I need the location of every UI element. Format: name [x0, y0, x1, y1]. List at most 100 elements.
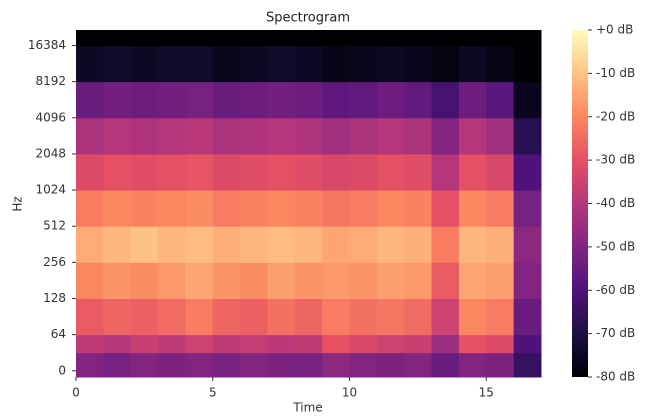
heatmap-cell	[404, 262, 433, 299]
heatmap-cell	[486, 352, 515, 378]
colorbar-tick-label: +0 dB	[596, 23, 633, 37]
heatmap-cell	[267, 30, 296, 46]
colorbar-tick-label: -10 dB	[596, 66, 635, 80]
heatmap-cell	[513, 117, 542, 155]
heatmap-cell	[267, 45, 296, 83]
heatmap-cell	[103, 262, 132, 299]
heatmap-cell	[185, 298, 214, 336]
heatmap-cell	[486, 153, 515, 191]
heatmap-cell	[322, 334, 351, 354]
heatmap-cell	[376, 226, 405, 263]
heatmap-cell	[185, 190, 214, 227]
heatmap-cell	[322, 45, 351, 83]
heatmap-cell	[103, 190, 132, 227]
heatmap-cell	[349, 153, 378, 191]
heatmap-cell	[103, 226, 132, 263]
heatmap-cell	[486, 30, 515, 46]
y-tick-label: 64	[51, 327, 66, 341]
heatmap-cell	[267, 153, 296, 191]
x-tick-label: 15	[479, 386, 494, 400]
heatmap-cell	[458, 81, 487, 119]
heatmap-cell	[404, 153, 433, 191]
heatmap-cell	[212, 190, 241, 227]
heatmap-cell	[158, 117, 186, 155]
heatmap-cell	[458, 190, 487, 227]
heatmap-cell	[376, 262, 405, 299]
heatmap-cell	[322, 352, 351, 378]
heatmap-cell	[513, 298, 542, 336]
heatmap-cell	[212, 117, 241, 155]
heatmap-cell	[240, 81, 268, 119]
heatmap-cell	[240, 334, 268, 354]
heatmap-cell	[322, 30, 351, 46]
heatmap-cell	[103, 298, 132, 336]
y-tick-label: 16384	[28, 38, 66, 52]
heatmap-cell	[240, 190, 268, 227]
heatmap-cell	[103, 81, 132, 119]
heatmap-cell	[404, 81, 433, 119]
heatmap-cell	[404, 352, 433, 378]
heatmap-cell	[158, 352, 186, 378]
heatmap-cell	[267, 81, 296, 119]
heatmap-cell	[294, 45, 323, 83]
x-tick-label: 10	[342, 386, 357, 400]
heatmap-cell	[212, 262, 241, 299]
heatmap-cell	[431, 226, 460, 263]
heatmap-cell	[130, 117, 159, 155]
heatmap-cell	[76, 45, 104, 83]
colorbar-tick-label: -80 dB	[596, 370, 635, 384]
heatmap-cell	[458, 117, 487, 155]
heatmap-cell	[376, 81, 405, 119]
heatmap-cell	[404, 226, 433, 263]
heatmap-cell	[103, 334, 132, 354]
heatmap-cell	[158, 190, 186, 227]
colorbar-tick-label: -50 dB	[596, 239, 635, 253]
heatmap-cell	[322, 298, 351, 336]
heatmap-cell	[349, 81, 378, 119]
y-tick-label: 2048	[35, 146, 66, 160]
heatmap-cell	[294, 81, 323, 119]
heatmap-cell	[158, 262, 186, 299]
heatmap-cell	[486, 190, 515, 227]
heatmap-cell	[130, 153, 159, 191]
x-tick-label: 5	[209, 386, 217, 400]
heatmap-cell	[513, 30, 542, 46]
y-tick-label: 4096	[35, 110, 66, 124]
heatmap-cell	[404, 117, 433, 155]
heatmap-cell	[513, 352, 542, 378]
heatmap-cell	[267, 262, 296, 299]
heatmap-cell	[486, 81, 515, 119]
heatmap-cell	[158, 45, 186, 83]
heatmap-cell	[513, 190, 542, 227]
heatmap-cell	[431, 45, 460, 83]
heatmap-cell	[349, 262, 378, 299]
heatmap-cell	[240, 117, 268, 155]
heatmap-cell	[158, 81, 186, 119]
heatmap-cell	[185, 153, 214, 191]
heatmap-cell	[185, 334, 214, 354]
heatmap-cell	[376, 153, 405, 191]
x-tick-label: 0	[72, 386, 80, 400]
heatmap-cell	[431, 262, 460, 299]
y-axis-label: Hz	[11, 196, 25, 211]
y-tick-label: 8192	[35, 74, 66, 88]
heatmap-cell	[212, 334, 241, 354]
heatmap-cell	[267, 352, 296, 378]
heatmap-cell	[103, 45, 132, 83]
heatmap-cell	[486, 45, 515, 83]
colorbar	[572, 30, 588, 377]
heatmap-cell	[376, 352, 405, 378]
heatmap-cell	[431, 81, 460, 119]
heatmap-cell	[185, 352, 214, 378]
heatmap-cell	[130, 30, 159, 46]
heatmap-cell	[76, 190, 104, 227]
heatmap-cell	[294, 30, 323, 46]
heatmap-cell	[240, 226, 268, 263]
heatmap-cell	[513, 334, 542, 354]
heatmap-cell	[486, 117, 515, 155]
heatmap-cell	[76, 30, 104, 46]
heatmap-cell	[130, 226, 159, 263]
heatmap-cell	[130, 352, 159, 378]
heatmap-cell	[431, 30, 460, 46]
